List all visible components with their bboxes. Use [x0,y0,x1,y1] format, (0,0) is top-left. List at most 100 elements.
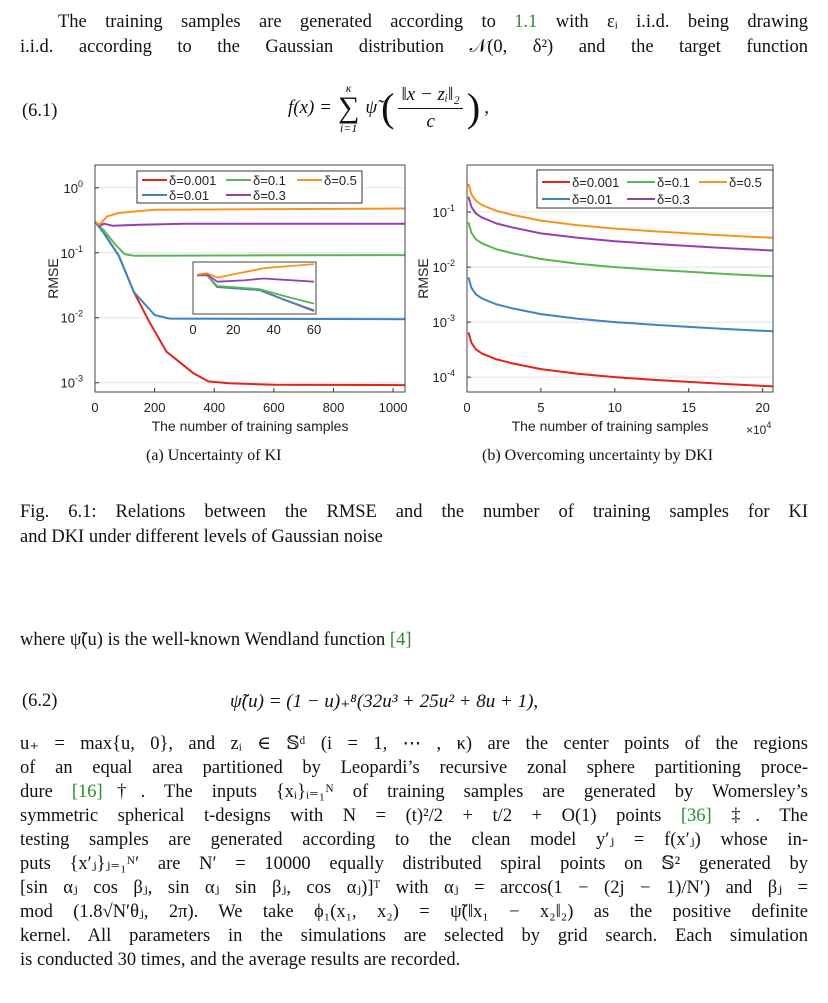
equation-6-2: ψ̃(u) = (1 − u)₊⁸(32u³ + 25u² + 8u + 1), [230,691,539,712]
y-tick-label: 10-2 [61,309,83,326]
x-axis-label: The number of training samples [512,418,709,434]
legend-label: δ=0.3 [253,188,286,203]
citation-link[interactable]: [36] [680,806,712,826]
eq-open-paren: ( [381,85,395,130]
eq-comma: , [484,97,489,118]
x-axis-label: The number of training samples [152,418,349,434]
x-tick-label: 0 [463,400,470,415]
series-line-0.001 [467,332,774,388]
citation-link[interactable]: 1.1 [514,12,538,32]
legend-label: δ=0.001 [169,173,216,188]
legend-label: δ=0.5 [324,173,357,188]
text-run: puts {x′ⱼ}ⱼ₌₁ᴺ′ are N′ = 10000 equally d… [20,854,808,874]
legend-label: δ=0.01 [169,188,209,203]
inset-axes-box [192,261,317,315]
eq-denominator: c [426,110,435,132]
subfigure-caption-a: (a) Uncertainty of KI [146,447,282,464]
x-tick-label: 10 [608,400,622,415]
text-line: [sin αⱼ cos βⱼ, sin αⱼ sin βⱼ, cos αⱼ)]ᵀ… [20,876,808,900]
x-tick-label: 15 [682,400,696,415]
text-run: Fig. 6.1: Relations between the RMSE and… [20,502,808,522]
sum-upper: κ [345,81,352,95]
text-run: with εᵢ i.i.d. being drawing [537,12,808,32]
x-tick-label: 800 [323,400,345,415]
series-line-0.3 [467,196,774,252]
text-line: symmetric spherical t-designs with N = (… [20,804,808,828]
legend-label: δ=0.001 [572,175,619,190]
text-line: Fig. 6.1: Relations between the RMSE and… [20,500,808,524]
legend-label: δ=0.1 [657,175,690,190]
series-line-0.3 [196,273,315,283]
sum-lower: i=1 [339,121,358,135]
text-run: i.i.d. according to the Gaussian distrib… [20,37,808,57]
text-line: i.i.d. according to the Gaussian distrib… [20,35,808,59]
y-tick-label: 10-2 [433,258,455,275]
text-line: kernel. All parameters in the simulation… [20,924,808,948]
text-line: and DKI under different levels of Gaussi… [20,525,808,549]
eq-lhs: f(x) = [288,97,332,118]
inset-x-tick-label: 0 [189,322,196,337]
text-run: is conducted 30 times, and the average r… [20,950,461,970]
x-tick-label: 0 [91,400,98,415]
inset-x-tick-label: 40 [266,322,280,337]
text-run: The training samples are generated accor… [58,12,515,32]
sum-symbol: ∑ [337,91,360,124]
text-run: dure [20,782,72,802]
text-line: testing samples are generated according … [20,828,808,852]
text-line: puts {x′ⱼ}ⱼ₌₁ᴺ′ are N′ = 10000 equally d… [20,852,808,876]
legend-label: δ=0.01 [572,192,612,207]
axes-box [94,164,406,393]
equation-6-1-label: (6.1) [22,101,58,121]
y-tick-label: 100 [64,179,83,196]
subfigure-caption-b: (b) Overcoming uncertainty by DKI [482,447,714,464]
y-tick-label: 10-3 [61,374,83,391]
legend-label: δ=0.5 [729,175,762,190]
legend-box [536,169,774,209]
inset-x-tick-label: 20 [226,322,240,337]
text-run: symmetric spherical t-designs with N = (… [20,806,681,826]
eq-close-paren: ) [466,85,481,130]
text-line: The training samples are generated accor… [58,10,808,34]
eq-numerator: ‖x − zᵢ‖₂ [398,84,463,109]
legend-box [136,170,363,204]
series-line-0.1 [467,222,774,278]
y-axis-label: RMSE [45,258,61,298]
y-tick-label: 10-3 [433,313,455,330]
citation-link[interactable]: [4] [389,630,412,650]
eq-func: ψ̃ [365,97,378,118]
series-line-0.01 [467,277,774,333]
eq-fraction: ‖x − zᵢ‖₂ c [398,84,463,133]
text-run: mod (1.8√N′θⱼ, 2π). We take ϕ₁(x₁, x₂) =… [20,902,808,922]
inset-x-tick-label: 60 [307,322,321,337]
citation-link[interactable]: [16] [71,782,103,802]
text-line: where ψ̃(u) is the well-known Wendland f… [20,628,808,652]
text-run: [sin αⱼ cos βⱼ, sin αⱼ sin βⱼ, cos αⱼ)]ᵀ… [20,878,808,898]
x-tick-label: 400 [203,400,225,415]
x-tick-label: 600 [263,400,285,415]
text-run: u₊ = max{u, 0}, and zᵢ ∈ 𝕊ᵈ (i = 1, ⋯ , … [20,734,808,754]
text-line: is conducted 30 times, and the average r… [20,948,808,972]
text-run: where ψ̃(u) is the well-known Wendland f… [20,630,390,650]
x-tick-label: 1000 [379,400,408,415]
equation-6-2-label: (6.2) [22,691,58,711]
text-run: and DKI under different levels of Gaussi… [20,527,383,547]
axes-box [466,164,774,393]
y-tick-label: 10-1 [61,244,83,261]
x-tick-label: 20 [755,400,769,415]
text-run: ‡. The [711,806,808,826]
text-line: mod (1.8√N′θⱼ, 2π). We take ϕ₁(x₁, x₂) =… [20,900,808,924]
summation: κ ∑ i=1 [338,82,359,134]
y-tick-label: 10-1 [433,203,455,220]
series-line-0.01 [94,221,406,321]
y-tick-label: 10-4 [433,368,455,385]
series-line-0.3 [94,220,405,227]
y-axis-label: RMSE [415,258,431,298]
x-axis-multiplier: ×104 [746,420,771,437]
text-line: u₊ = max{u, 0}, and zᵢ ∈ 𝕊ᵈ (i = 1, ⋯ , … [20,732,808,756]
series-line-0.5 [94,207,406,226]
x-tick-label: 5 [537,400,544,415]
text-run: testing samples are generated according … [20,830,808,850]
legend-label: δ=0.1 [253,173,286,188]
series-line-0.5 [196,263,315,279]
